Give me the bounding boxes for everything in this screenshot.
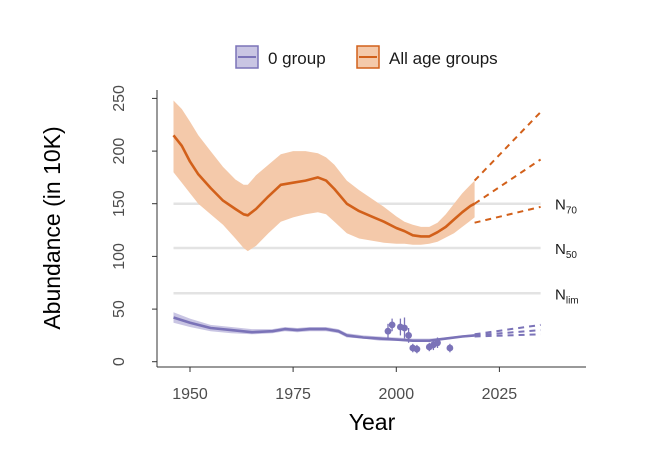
legend: 0 group All age groups [235, 45, 498, 69]
y-tick-label: 150 [111, 190, 128, 217]
x-tick-label: 1950 [172, 386, 208, 403]
data-point [413, 345, 421, 353]
series-lines [172, 134, 476, 342]
y-axis-ticks: 0 50 100 150 200 250 [111, 85, 157, 366]
data-point [388, 321, 396, 329]
line-0-group [173, 316, 475, 342]
y-tick-label: 200 [111, 138, 128, 165]
projection-lines [473, 111, 542, 338]
axes: 1950 1975 2000 2025 0 50 100 150 200 250 [111, 85, 586, 403]
data-point [446, 344, 454, 352]
y-axis-title: Abundance (in 10K) [39, 126, 65, 329]
reference-label-n70: N70 [555, 197, 577, 217]
y-tick-label: 0 [111, 357, 128, 366]
data-point [405, 332, 412, 339]
line-all-age-groups [172, 134, 476, 238]
projection-line-4-1 [474, 329, 541, 337]
x-axis-title: Year [349, 409, 396, 435]
y-tick-label: 250 [111, 85, 128, 112]
projection-line-4-2 [474, 333, 541, 338]
data-point [434, 339, 441, 347]
survey-points [384, 317, 454, 354]
projection-line-3-0 [473, 111, 542, 182]
y-tick-label: 50 [111, 300, 128, 318]
data-point [401, 324, 408, 332]
y-tick-label: 100 [111, 243, 128, 270]
confidence-bands [173, 100, 475, 342]
band-0-group [173, 312, 475, 342]
legend-label-all-age-groups: All age groups [389, 49, 498, 68]
band-all-age-groups [173, 100, 475, 252]
x-tick-label: 2025 [482, 386, 518, 403]
reference-label-n50: N50 [555, 241, 577, 261]
x-tick-label: 2000 [379, 386, 415, 403]
projection-line-3-1 [474, 158, 542, 205]
x-tick-label: 1975 [275, 386, 311, 403]
legend-label-0-group: 0 group [268, 49, 326, 68]
data-point [384, 327, 392, 335]
reference-label-nlim: Nlim [555, 286, 579, 306]
legend-item-all-age-groups[interactable]: All age groups [356, 45, 498, 69]
legend-item-0-group[interactable]: 0 group [235, 45, 326, 69]
x-axis-ticks: 1950 1975 2000 2025 [172, 367, 517, 403]
projection-line-3-2 [474, 205, 541, 224]
projection-line-4-0 [474, 323, 541, 336]
